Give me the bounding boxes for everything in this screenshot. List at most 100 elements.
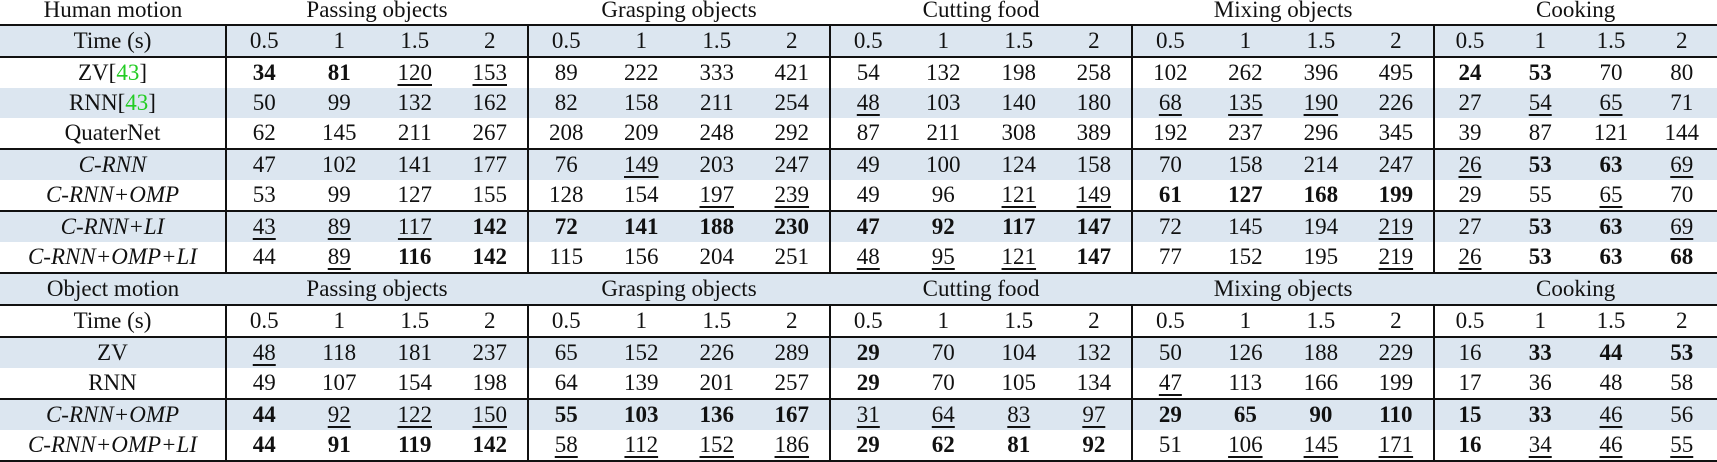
value-cell: 29 — [830, 368, 906, 400]
value: 134 — [1076, 370, 1112, 395]
value-cell: 226 — [679, 337, 755, 368]
value: 333 — [699, 60, 735, 85]
value-cell: 195 — [1283, 242, 1359, 274]
value-cell: 128 — [528, 180, 604, 212]
value-cell: 389 — [1056, 118, 1134, 150]
value: 69 — [1670, 214, 1694, 239]
value: 247 — [1378, 152, 1414, 177]
value: 95 — [931, 244, 955, 269]
value-cell: 257 — [754, 368, 832, 400]
value: 99 — [327, 90, 351, 115]
value: 91 — [327, 432, 351, 457]
value-cell: 121 — [1575, 118, 1647, 150]
value-cell: 91 — [301, 430, 377, 462]
value: 46 — [1599, 402, 1623, 427]
value: 199 — [1378, 370, 1414, 395]
value: 230 — [774, 214, 810, 239]
value-cell: 82 — [528, 88, 604, 118]
time-step: 2 — [452, 24, 530, 58]
time-step: 0.5 — [1434, 24, 1505, 58]
value: 140 — [1001, 90, 1037, 115]
value-cell: 16 — [1434, 430, 1505, 462]
value-cell: 44 — [226, 399, 302, 430]
value-cell: 81 — [302, 57, 378, 88]
value: 142 — [472, 244, 508, 269]
value: 15 — [1458, 402, 1482, 427]
value-cell: 308 — [981, 118, 1057, 150]
time-label: Time (s) — [0, 305, 227, 338]
time-step: 1.5 — [377, 305, 453, 338]
value: 51 — [1158, 432, 1182, 457]
value: 421 — [774, 60, 810, 85]
time-step: 1.5 — [679, 305, 755, 338]
value: 121 — [1001, 244, 1037, 269]
time-step: 0.5 — [1434, 305, 1505, 338]
value: 92 — [327, 402, 351, 427]
value-cell: 56 — [1646, 399, 1717, 430]
value-cell: 65 — [528, 337, 604, 368]
value-cell: 153 — [452, 57, 530, 88]
value-cell: 62 — [226, 118, 302, 150]
value-cell: 162 — [452, 88, 530, 118]
value-cell: 16 — [1434, 337, 1505, 368]
value-cell: 64 — [528, 368, 604, 400]
value-cell: 152 — [679, 430, 755, 462]
value: 181 — [397, 340, 433, 365]
value-cell: 247 — [754, 149, 832, 180]
value-cell: 198 — [452, 368, 530, 400]
value: 132 — [1076, 340, 1112, 365]
time-step: 1 — [905, 24, 982, 58]
value: 153 — [472, 60, 508, 85]
value: 124 — [1001, 152, 1037, 177]
value: 27 — [1458, 214, 1482, 239]
value: 64 — [931, 402, 955, 427]
value: 121 — [1001, 182, 1037, 207]
value: 127 — [397, 182, 433, 207]
method-name: QuaterNet — [64, 120, 161, 145]
value: 211 — [397, 120, 432, 145]
value: 44 — [252, 432, 276, 457]
value-cell: 121 — [981, 180, 1057, 212]
value-cell: 68 — [1132, 88, 1208, 118]
value: 17 — [1458, 370, 1482, 395]
time-row: Time (s) 0.5 1 1.5 2 0.5 1 1.5 2 0.5 1 1.5 2 0.5 1 1.5 2… — [0, 305, 1717, 338]
value-cell: 188 — [679, 211, 755, 242]
method-name: RNN — [69, 90, 118, 115]
time-step: 0.5 — [1132, 305, 1208, 338]
value-cell: 230 — [754, 211, 832, 242]
value-cell: 237 — [1207, 118, 1284, 150]
value-cell: 211 — [377, 118, 453, 150]
section-title: Human motion — [43, 0, 183, 22]
value-cell: 194 — [1283, 211, 1359, 242]
value-cell: 145 — [1207, 211, 1284, 242]
value-cell: 167 — [754, 399, 832, 430]
value: 226 — [699, 340, 735, 365]
value-cell: 258 — [1056, 57, 1134, 88]
value: 53 — [252, 182, 276, 207]
value: 115 — [549, 244, 584, 269]
citation-link[interactable]: 43 — [116, 60, 140, 85]
value-cell: 150 — [452, 399, 530, 430]
value: 104 — [1001, 340, 1037, 365]
value: 152 — [1228, 244, 1263, 269]
value-cell: 70 — [905, 337, 982, 368]
value-cell: 50 — [1132, 337, 1208, 368]
time-step: 2 — [754, 24, 832, 58]
value: 208 — [549, 120, 584, 145]
time-step: 1.5 — [679, 24, 755, 58]
method-name: C-RNN+OMP+LI — [27, 432, 198, 457]
value-cell: 226 — [1358, 88, 1436, 118]
value: 47 — [252, 152, 276, 177]
value: 119 — [398, 432, 432, 457]
value-cell: 53 — [1504, 211, 1576, 242]
value: 396 — [1303, 60, 1339, 85]
value: 29 — [856, 432, 880, 457]
value: 77 — [1158, 244, 1182, 269]
method-label: RNN — [0, 368, 227, 400]
value-cell: 211 — [679, 88, 755, 118]
citation-link[interactable]: 43 — [125, 90, 149, 115]
value-cell: 145 — [301, 118, 377, 150]
section-header-row: Object motion Passing objects Grasping obj… — [0, 272, 1717, 306]
value-cell: 81 — [981, 430, 1057, 462]
value: 65 — [1599, 90, 1623, 115]
